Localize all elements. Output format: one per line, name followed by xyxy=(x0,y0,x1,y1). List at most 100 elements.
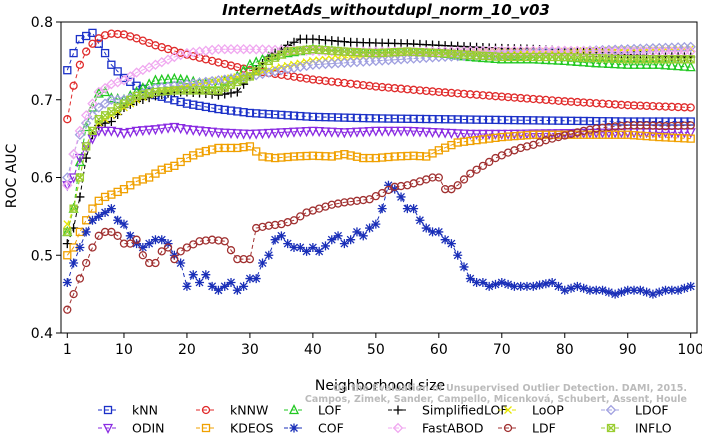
data-point-knn xyxy=(573,116,582,126)
data-point-odin xyxy=(301,127,312,138)
data-point-kdeos xyxy=(377,153,387,162)
data-point-ldf xyxy=(667,121,676,131)
data-point-odin xyxy=(295,127,306,138)
y-tick-label: 0.7 xyxy=(31,93,53,109)
data-point-odin xyxy=(540,129,551,140)
data-point-cof xyxy=(434,227,444,237)
series-markers-ldf xyxy=(63,121,695,314)
data-point-knn xyxy=(604,117,613,126)
data-point-odin xyxy=(144,125,155,136)
data-point-kdeos xyxy=(138,175,148,184)
series-knnw xyxy=(63,29,695,124)
data-point-knn xyxy=(661,117,670,126)
data-point-kdeos xyxy=(327,152,336,161)
data-point-knnw xyxy=(428,87,437,96)
data-point-ldf xyxy=(636,121,645,130)
data-point-knnw xyxy=(346,79,355,88)
legend-label: KDEOS xyxy=(230,421,274,434)
data-point-ldf xyxy=(132,235,141,244)
data-point-odin xyxy=(106,126,117,137)
data-point-cof xyxy=(440,235,450,245)
data-point-simplifiedlof xyxy=(106,117,116,127)
data-point-kdeos xyxy=(315,151,324,161)
data-point-cof xyxy=(661,285,671,295)
data-point-odin xyxy=(383,126,394,137)
data-point-kdeos xyxy=(359,153,368,163)
data-point-kdeos xyxy=(195,148,204,157)
data-point-ldf xyxy=(371,192,381,201)
data-point-knnw xyxy=(497,92,506,101)
data-point-cof xyxy=(157,235,167,245)
data-point-odin xyxy=(74,153,85,165)
data-point-odin xyxy=(213,128,224,139)
data-point-knn xyxy=(585,116,595,126)
legend-marker xyxy=(201,405,211,415)
data-point-ldf xyxy=(453,181,462,190)
data-point-ldf xyxy=(377,188,387,198)
data-point-knn xyxy=(239,108,248,117)
data-point-simplifiedlof xyxy=(81,153,91,163)
data-point-odin xyxy=(377,126,388,137)
data-point-knn xyxy=(170,96,179,105)
data-point-knn xyxy=(283,111,292,120)
data-point-cof xyxy=(566,283,576,293)
data-point-cof xyxy=(579,283,589,293)
data-point-kdeos xyxy=(157,165,166,174)
data-point-inflo xyxy=(75,173,85,182)
data-point-kdeos xyxy=(189,151,198,160)
data-point-knn xyxy=(560,116,569,125)
data-point-knn xyxy=(63,66,72,75)
x-tick-label: 90 xyxy=(619,342,637,358)
data-point-knnw xyxy=(359,80,368,90)
data-point-cof xyxy=(201,270,211,280)
data-point-kdeos xyxy=(258,152,267,161)
data-point-inflo xyxy=(88,126,97,135)
legend-label: LDOF xyxy=(635,403,669,418)
data-point-odin xyxy=(100,126,111,137)
data-point-knn xyxy=(548,116,557,125)
data-point-ldf xyxy=(157,247,166,256)
data-point-cof xyxy=(679,283,689,293)
data-point-kdeos xyxy=(371,153,381,163)
data-point-knnw xyxy=(535,95,544,104)
data-point-cof xyxy=(207,281,217,291)
data-point-ldf xyxy=(163,243,173,252)
data-point-kdeos xyxy=(516,131,525,140)
data-point-odin xyxy=(458,129,470,140)
data-point-ldf xyxy=(648,121,658,130)
data-point-odin xyxy=(351,127,363,138)
legend-item-kdeos: KDEOS xyxy=(196,421,274,434)
data-point-ldf xyxy=(82,258,91,268)
data-point-knn xyxy=(485,115,494,124)
data-point-kdeos xyxy=(529,130,538,139)
data-point-knn xyxy=(182,99,192,108)
data-point-knn xyxy=(346,113,355,122)
data-point-knn xyxy=(176,97,185,107)
data-point-odin xyxy=(320,127,331,138)
data-point-knn xyxy=(94,39,103,48)
data-point-cof xyxy=(642,287,652,297)
data-point-kdeos xyxy=(352,152,362,161)
legend-marker xyxy=(504,406,512,414)
data-point-knnw xyxy=(623,101,632,110)
data-point-cof xyxy=(604,287,614,297)
data-point-kdeos xyxy=(636,131,645,140)
data-point-odin xyxy=(446,128,457,139)
data-point-lof xyxy=(238,64,249,75)
data-point-knn xyxy=(673,117,683,126)
data-point-odin xyxy=(326,127,337,138)
data-point-knn xyxy=(516,116,525,125)
data-point-odin xyxy=(232,129,243,140)
data-point-cof xyxy=(459,262,469,272)
data-point-fastabod xyxy=(93,86,105,98)
data-point-cof xyxy=(314,246,324,256)
data-point-knnw xyxy=(686,103,695,112)
data-point-kdeos xyxy=(88,204,97,213)
data-point-kdeos xyxy=(346,151,355,160)
data-point-odin xyxy=(597,128,608,139)
data-point-knn xyxy=(308,112,318,122)
legend-label: COF xyxy=(318,421,344,434)
data-point-knnw xyxy=(529,94,538,104)
chart-title: InternetAds_withoutdupl_norm_10_v03 xyxy=(222,1,550,19)
data-point-knn xyxy=(390,114,399,123)
